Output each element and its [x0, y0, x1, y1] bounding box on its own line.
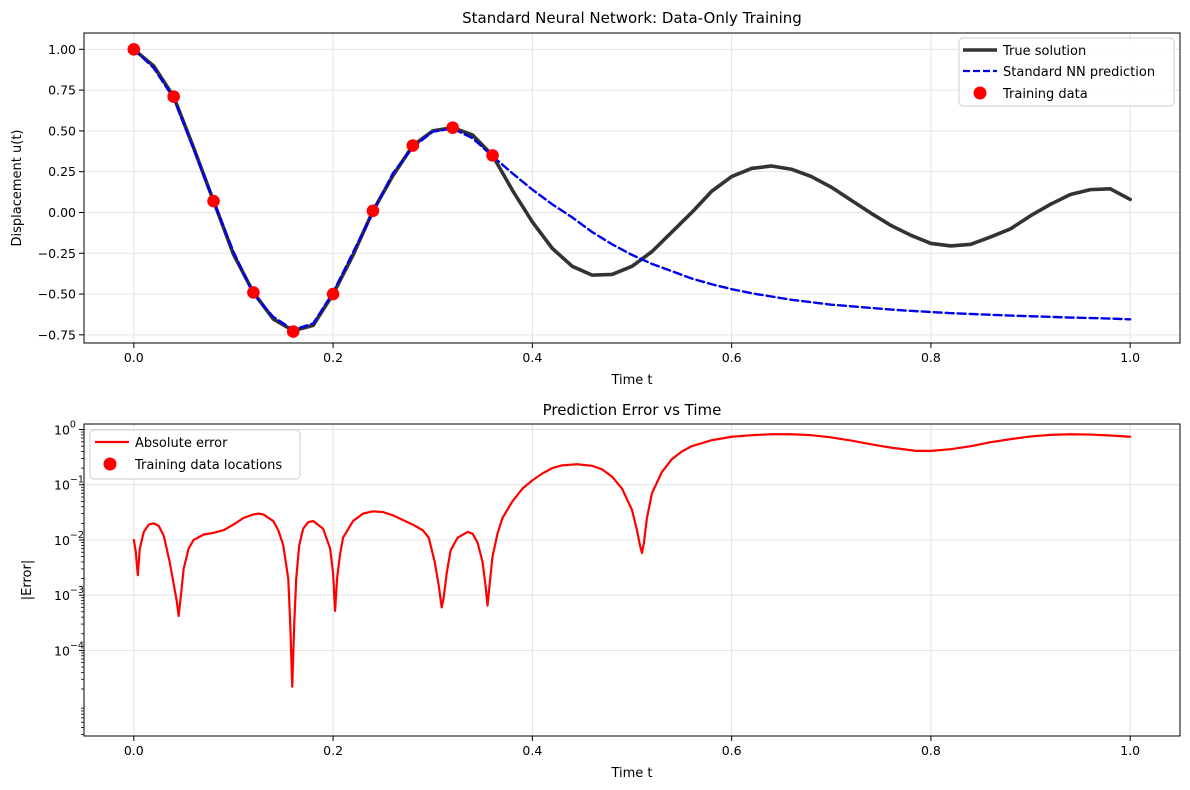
x-tick-label: 0.2 — [323, 350, 343, 365]
x-axis-label-bottom: Time t — [610, 766, 652, 781]
legend-label-training-locations: Training data locations — [134, 458, 282, 473]
y-tick-base: 10 — [54, 588, 70, 603]
legend-bottom: Absolute error Training data locations — [89, 429, 301, 480]
y-tick-exponent: −2 — [70, 530, 84, 541]
x-tick-label: 0.0 — [124, 350, 144, 365]
y-axis-label-top: Displacement u(t) — [10, 130, 25, 247]
y-tick-base: 10 — [54, 478, 70, 493]
y-tick-base: 10 — [54, 533, 70, 548]
x-tick-label: 0.8 — [921, 743, 941, 758]
legend-label-true-solution: True solution — [1002, 44, 1086, 59]
chart-title-top: Standard Neural Network: Data-Only Train… — [462, 9, 802, 27]
y-tick-label: 0.00 — [48, 205, 76, 220]
y-tick-label: 0.25 — [48, 164, 76, 179]
y-tick-label: −0.25 — [38, 246, 76, 261]
y-tick-label: 10−3 — [54, 585, 84, 603]
plot-area-top — [127, 43, 1132, 338]
plot-area-bottom — [132, 433, 1132, 688]
y-tick-exponent: −4 — [70, 640, 84, 651]
training-data-point — [286, 325, 300, 338]
training-data-point — [247, 286, 260, 299]
y-tick-exponent: −3 — [70, 585, 84, 596]
y-tick-label: 0.50 — [48, 123, 76, 138]
x-ticks-bottom: 0.0 0.2 0.4 0.6 0.8 1.0 — [124, 736, 1140, 758]
x-tick-label: 0.0 — [124, 743, 144, 758]
y-tick-label: 0.75 — [48, 83, 76, 98]
y-tick-label: 100 — [54, 420, 76, 438]
y-tick-base: 10 — [54, 423, 70, 438]
y-tick-exponent: −1 — [70, 475, 84, 486]
x-tick-label: 0.6 — [722, 743, 742, 758]
y-tick-label: 1.00 — [48, 42, 76, 57]
x-tick-label: 0.8 — [921, 350, 941, 365]
training-data-point — [127, 43, 141, 56]
y-tick-label: −0.50 — [38, 287, 76, 302]
training-data-point — [207, 194, 220, 208]
x-tick-label: 0.4 — [522, 743, 542, 758]
x-tick-label: 0.2 — [323, 743, 343, 758]
training-data-point — [167, 90, 180, 103]
x-ticks-top: 0.0 0.2 0.4 0.6 0.8 1.0 — [124, 343, 1140, 365]
y-tick-label: 10−1 — [54, 475, 84, 493]
grid-top — [84, 33, 1180, 343]
series-line-absolute-error — [132, 433, 1132, 688]
x-axis-label-top: Time t — [610, 373, 652, 388]
y-tick-label: 10−2 — [54, 530, 84, 548]
legend-swatch-training-data — [973, 86, 987, 100]
chart-top: 0.0 0.2 0.4 0.6 0.8 1.0 −0.75 −0.50 −0.25 0.00 0.… — [10, 9, 1181, 388]
x-tick-label: 0.6 — [722, 350, 742, 365]
legend-label-absolute-error: Absolute error — [135, 436, 228, 451]
legend-swatch-training-locations — [103, 457, 117, 471]
chart-title-bottom: Prediction Error vs Time — [543, 401, 722, 419]
x-tick-label: 1.0 — [1120, 743, 1140, 758]
training-data-point — [326, 287, 340, 301]
y-axis-label-bottom: |Error| — [20, 560, 35, 600]
y-tick-exponent: 0 — [70, 420, 76, 431]
legend-top: True solution Standard NN prediction Tra… — [958, 37, 1175, 107]
training-data-point — [486, 149, 499, 162]
training-data-point — [406, 139, 420, 152]
series-line-standard-nn-prediction — [132, 48, 1132, 332]
y-ticks-top: −0.75 −0.50 −0.25 0.00 0.25 0.50 0.75 1.00 — [38, 42, 84, 342]
y-tick-base: 10 — [54, 643, 70, 658]
y-tick-label: −0.75 — [38, 327, 76, 342]
legend-label-training-data: Training data — [1002, 87, 1088, 102]
legend-label-nn-prediction: Standard NN prediction — [1003, 65, 1155, 80]
y-tick-label: 10−4 — [54, 640, 84, 658]
x-tick-label: 1.0 — [1120, 350, 1140, 365]
training-data-point — [446, 121, 459, 134]
training-data-point — [366, 204, 380, 218]
x-tick-label: 0.4 — [522, 350, 542, 365]
